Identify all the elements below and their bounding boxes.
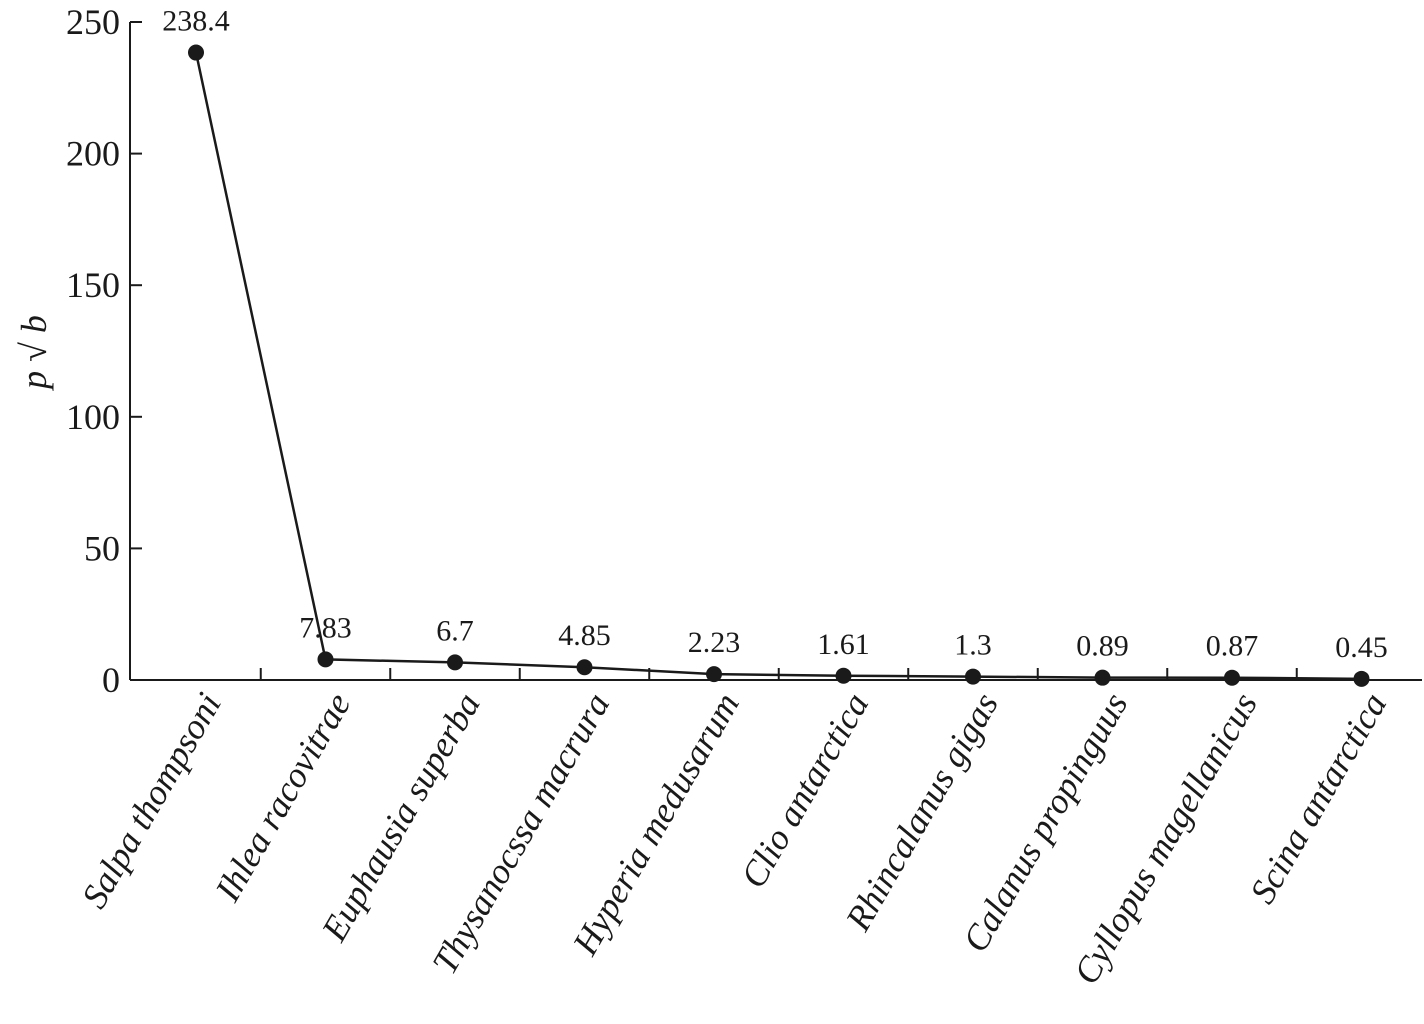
x-tick-label: Scina antarctica (1242, 686, 1394, 910)
data-label: 7.83 (299, 611, 352, 644)
x-tick-label: Salpa thompsoni (74, 686, 229, 915)
y-tick-label: 50 (84, 528, 120, 568)
data-point (1094, 669, 1111, 686)
data-label: 4.85 (558, 619, 611, 652)
y-tick-label: 150 (66, 265, 120, 305)
series (188, 44, 1370, 687)
y-tick-label: 250 (66, 2, 120, 42)
data-label: 0.45 (1335, 631, 1388, 664)
y-tick-label: 0 (102, 660, 120, 700)
data-point (965, 668, 981, 685)
data-point (447, 654, 463, 671)
data-labels: 238.4 7.83 6.7 4.85 2.23 1.61 1.3 0.89 0.87 0.45 (162, 5, 1388, 664)
x-tick-label: Clio antarctica (733, 686, 876, 894)
data-point (576, 659, 593, 676)
y-tick-label: 100 (66, 397, 120, 437)
data-point (317, 651, 334, 668)
data-point (835, 667, 852, 684)
data-point (1353, 670, 1370, 687)
series-line (194, 52, 1362, 681)
y-axis: 0 50 100 150 200 250 (66, 2, 142, 700)
data-label: 1.61 (817, 628, 870, 661)
data-label: 1.3 (954, 629, 992, 662)
x-tick-label: Ihlea racovitrae (207, 686, 359, 909)
y-tick-label: 200 (66, 134, 120, 174)
data-label: 6.7 (436, 614, 474, 647)
data-point (188, 44, 204, 61)
y-axis-label: p √ b (14, 315, 54, 392)
data-point (1224, 669, 1240, 686)
data-label: 0.87 (1206, 630, 1259, 663)
data-point (706, 666, 722, 683)
data-label: 238.4 (162, 5, 230, 38)
data-label: 2.23 (688, 626, 741, 659)
data-label: 0.89 (1076, 630, 1129, 663)
